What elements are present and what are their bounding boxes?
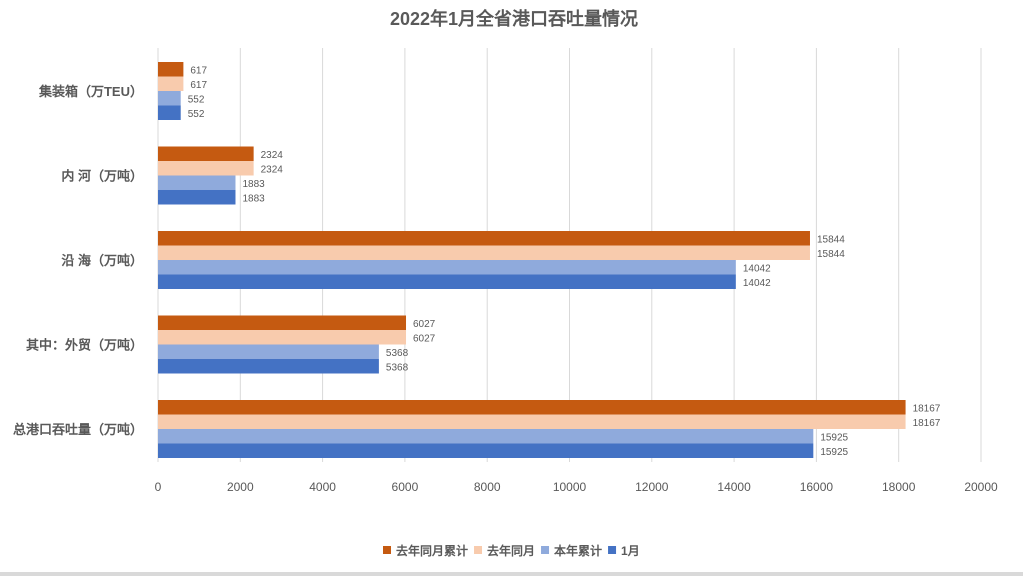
legend-swatch	[474, 546, 483, 554]
bar	[158, 245, 810, 260]
data-label: 15844	[817, 234, 845, 245]
legend-label: 1月	[621, 544, 640, 558]
data-label: 2324	[261, 150, 284, 161]
chart-title: 2022年1月全省港口吞吐量情况	[390, 8, 638, 29]
bar	[158, 161, 254, 176]
category-label: 总港口吞吐量（万吨）	[13, 422, 143, 437]
category-label: 内 河（万吨）	[61, 169, 143, 184]
bar	[158, 315, 407, 330]
data-label: 5368	[386, 348, 409, 359]
data-label: 2324	[261, 164, 284, 175]
category-label: 沿 海（万吨）	[61, 253, 143, 268]
data-label: 6027	[413, 333, 436, 344]
bar	[158, 231, 810, 246]
legend-label: 本年累计	[554, 543, 602, 558]
data-label: 1883	[242, 193, 265, 204]
category-label: 集装箱（万TEU）	[38, 84, 143, 99]
bar	[158, 91, 181, 106]
bar	[158, 414, 906, 429]
bottom-strip	[0, 572, 1023, 576]
data-label: 15925	[820, 447, 848, 458]
x-tick-label: 14000	[717, 480, 751, 494]
legend-swatch	[383, 546, 391, 554]
bar	[158, 400, 906, 415]
bar	[158, 105, 181, 120]
data-label: 14042	[743, 263, 771, 274]
bar	[158, 190, 236, 205]
bar	[158, 344, 379, 359]
legend-swatch	[541, 546, 550, 554]
legend-label: 去年同月累计	[396, 543, 468, 558]
bar	[158, 76, 184, 91]
bar	[158, 175, 236, 190]
x-tick-label: 0	[155, 480, 162, 494]
x-tick-label: 16000	[800, 480, 834, 494]
data-label: 15925	[820, 432, 848, 443]
data-label: 5368	[386, 362, 409, 373]
legend-label: 去年同月	[487, 543, 535, 558]
bar	[158, 429, 814, 444]
data-label: 18167	[913, 403, 941, 414]
data-label: 617	[190, 80, 207, 91]
data-label: 15844	[817, 249, 845, 260]
x-tick-label: 2000	[227, 480, 254, 494]
legend-swatch	[608, 546, 617, 554]
data-label: 14042	[743, 278, 771, 289]
data-label: 18167	[913, 418, 941, 429]
bar	[158, 146, 254, 161]
x-tick-label: 10000	[553, 480, 587, 494]
data-label: 552	[188, 94, 205, 105]
x-tick-label: 20000	[964, 480, 998, 494]
x-tick-label: 6000	[392, 480, 419, 494]
data-label: 1883	[242, 179, 265, 190]
x-tick-label: 18000	[882, 480, 916, 494]
data-label: 552	[188, 109, 205, 120]
data-label: 617	[190, 65, 207, 76]
x-tick-label: 8000	[474, 480, 501, 494]
bar	[158, 330, 407, 345]
category-label: 其中：外贸（万吨）	[26, 338, 143, 353]
bar	[158, 443, 814, 458]
x-tick-label: 4000	[309, 480, 336, 494]
bar	[158, 62, 184, 77]
bar	[158, 359, 379, 374]
bar	[158, 260, 736, 275]
bar	[158, 274, 736, 289]
data-label: 6027	[413, 319, 436, 330]
x-tick-label: 12000	[635, 480, 669, 494]
